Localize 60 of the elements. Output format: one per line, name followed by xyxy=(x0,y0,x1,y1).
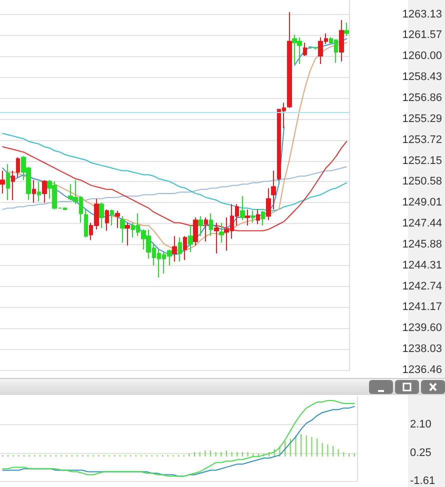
y-tick-label: 1258.43 xyxy=(402,70,442,83)
candlestick xyxy=(11,170,15,201)
y-tick-label: 1236.46 xyxy=(402,364,442,376)
candlestick xyxy=(271,170,276,210)
candlestick xyxy=(209,212,213,237)
candlestick xyxy=(16,156,20,178)
y-tick-label: -1.61 xyxy=(410,475,436,487)
line-series xyxy=(2,132,348,212)
line-series xyxy=(2,140,348,232)
y-tick-label: 1253.72 xyxy=(402,134,442,146)
candlestick xyxy=(178,236,182,262)
candlestick xyxy=(339,20,344,62)
y-tick-label: 1242.74 xyxy=(402,280,442,292)
candlestick xyxy=(266,188,271,221)
candlestick xyxy=(37,180,41,202)
y-tick-label: 1239.60 xyxy=(402,322,442,334)
y-tick-label: 1249.01 xyxy=(402,196,442,209)
y-tick-label: 1245.88 xyxy=(402,238,442,250)
y-tick-label: 0.25 xyxy=(410,446,432,459)
candlestick xyxy=(219,222,224,244)
line-series xyxy=(2,166,348,210)
candlestick xyxy=(99,202,104,229)
candlestick xyxy=(256,208,260,225)
candlestick xyxy=(287,12,292,109)
candlestick xyxy=(240,196,245,221)
y-tick-label: 1260.00 xyxy=(402,50,442,62)
y-tick-label: 1244.31 xyxy=(402,259,442,272)
y-tick-label: 1247.44 xyxy=(402,218,442,230)
candlestick xyxy=(32,180,36,204)
candlestick xyxy=(125,222,130,246)
candlestick xyxy=(0,170,5,194)
candlestick xyxy=(245,208,250,226)
candlestick xyxy=(344,22,349,37)
y-tick-label: 1256.86 xyxy=(402,92,442,104)
candlestick xyxy=(251,210,255,224)
candlestick xyxy=(84,208,88,238)
candlestick xyxy=(198,216,203,237)
candlestick xyxy=(105,208,109,232)
candlestick xyxy=(313,46,318,50)
candlestick xyxy=(204,216,208,242)
candlestick xyxy=(110,208,114,226)
candlestick xyxy=(193,216,198,246)
candlestick xyxy=(303,42,307,57)
candlestick xyxy=(120,216,125,244)
y-tick-label: 1241.17 xyxy=(402,301,442,314)
candlestick xyxy=(261,210,265,226)
candlestick xyxy=(214,222,219,254)
y-tick-label: 1250.58 xyxy=(402,176,442,188)
candlestick xyxy=(188,224,193,253)
y-tick-label: 1255.29 xyxy=(402,112,442,125)
y-tick-label: 1263.13 xyxy=(402,8,442,20)
candlestick xyxy=(42,180,47,204)
y-tick-label: 1261.57 xyxy=(402,29,442,42)
candlestick xyxy=(183,236,187,261)
y-tick-label: 2.10 xyxy=(410,418,432,431)
candlestick xyxy=(172,236,177,262)
candlestick xyxy=(6,164,10,201)
y-tick-label: 1252.15 xyxy=(402,154,442,167)
candlestick xyxy=(115,210,120,229)
y-tick-label: 1238.03 xyxy=(402,343,442,356)
